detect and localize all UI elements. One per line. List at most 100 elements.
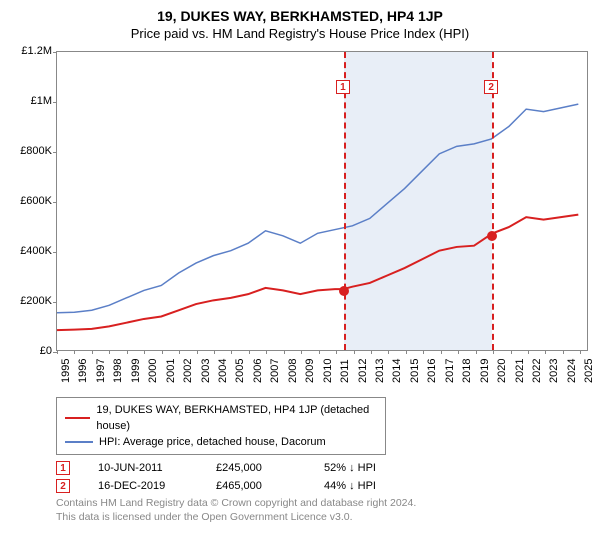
y-tick [53, 252, 57, 253]
y-tick [53, 202, 57, 203]
x-tick-label: 2019 [479, 359, 491, 383]
x-tick [127, 350, 128, 354]
x-tick-label: 2009 [304, 359, 316, 383]
y-tick [53, 152, 57, 153]
chart-area: 12 £0£200K£400K£600K£800K£1M£1.2M 199519… [12, 51, 588, 391]
sale-price: £465,000 [216, 480, 296, 492]
x-tick [197, 350, 198, 354]
legend-label: HPI: Average price, detached house, Daco… [99, 434, 326, 450]
x-tick [354, 350, 355, 354]
x-tick-label: 2016 [426, 359, 438, 383]
x-tick-label: 1998 [112, 359, 124, 383]
x-tick-label: 2002 [182, 359, 194, 383]
y-tick-label: £400K [12, 245, 52, 257]
x-tick-label: 1995 [60, 359, 72, 383]
series-hpi [57, 104, 578, 313]
x-tick-label: 2011 [339, 359, 351, 383]
x-tick [301, 350, 302, 354]
marker-dot-2 [487, 231, 497, 241]
x-tick [423, 350, 424, 354]
x-tick [580, 350, 581, 354]
x-tick [144, 350, 145, 354]
sale-price: £245,000 [216, 462, 296, 474]
y-tick-label: £800K [12, 145, 52, 157]
x-tick-label: 1996 [77, 359, 89, 383]
y-tick [53, 102, 57, 103]
series-price_paid [57, 215, 578, 330]
footer-line-2: This data is licensed under the Open Gov… [56, 511, 588, 525]
x-tick [109, 350, 110, 354]
x-tick [458, 350, 459, 354]
y-tick-label: £1.2M [12, 45, 52, 57]
x-tick [74, 350, 75, 354]
x-tick [511, 350, 512, 354]
x-tick-label: 2013 [374, 359, 386, 383]
y-tick-label: £200K [12, 295, 52, 307]
chart-container: 19, DUKES WAY, BERKHAMSTED, HP4 1JP Pric… [0, 0, 600, 560]
x-tick-label: 2005 [234, 359, 246, 383]
x-tick [336, 350, 337, 354]
plot-region: 12 [56, 51, 588, 351]
x-tick-label: 1999 [130, 359, 142, 383]
x-tick-label: 2007 [269, 359, 281, 383]
x-tick [493, 350, 494, 354]
x-tick [545, 350, 546, 354]
x-tick [92, 350, 93, 354]
x-tick [441, 350, 442, 354]
chart-subtitle: Price paid vs. HM Land Registry's House … [12, 26, 588, 41]
x-tick [266, 350, 267, 354]
marker-dot-1 [339, 286, 349, 296]
x-tick [388, 350, 389, 354]
y-tick [53, 352, 57, 353]
x-tick-label: 2024 [566, 359, 578, 383]
x-tick [284, 350, 285, 354]
x-tick [371, 350, 372, 354]
y-tick [53, 302, 57, 303]
x-tick [476, 350, 477, 354]
x-tick [57, 350, 58, 354]
x-tick [319, 350, 320, 354]
x-tick [214, 350, 215, 354]
sale-marker-box: 2 [56, 479, 70, 493]
footer-line-1: Contains HM Land Registry data © Crown c… [56, 497, 588, 511]
legend-swatch [65, 441, 93, 443]
x-tick [563, 350, 564, 354]
sale-row: 2 16-DEC-2019 £465,000 44% ↓ HPI [56, 479, 588, 493]
marker-line-2 [492, 52, 494, 350]
x-tick-label: 2025 [583, 359, 595, 383]
sale-date: 10-JUN-2011 [98, 462, 188, 474]
x-tick-label: 2020 [496, 359, 508, 383]
x-tick [406, 350, 407, 354]
sale-row: 110-JUN-2011£245,00052% ↓ HPI [56, 461, 588, 475]
line-series [57, 52, 587, 350]
sales-table: 110-JUN-2011£245,00052% ↓ HPI216-DEC-201… [56, 461, 588, 493]
y-tick-label: £600K [12, 195, 52, 207]
x-tick-label: 2012 [357, 359, 369, 383]
x-tick-label: 2014 [391, 359, 403, 383]
sale-vs_hpi: 44% ↓ HPI [324, 480, 404, 492]
x-tick-label: 1997 [95, 359, 107, 383]
y-tick-label: £1M [12, 95, 52, 107]
x-tick-label: 2001 [165, 359, 177, 383]
legend-item: HPI: Average price, detached house, Daco… [65, 434, 377, 450]
x-tick-label: 2022 [531, 359, 543, 383]
footer-attribution: Contains HM Land Registry data © Crown c… [56, 497, 588, 524]
marker-box-1: 1 [336, 80, 350, 94]
y-tick-label: £0 [12, 345, 52, 357]
x-tick-label: 2015 [409, 359, 421, 383]
sale-vs_hpi: 52% ↓ HPI [324, 462, 404, 474]
legend: 19, DUKES WAY, BERKHAMSTED, HP4 1JP (det… [56, 397, 386, 455]
x-tick-label: 2021 [514, 359, 526, 383]
x-tick-label: 2004 [217, 359, 229, 383]
sale-date: 16-DEC-2019 [98, 480, 188, 492]
marker-line-1 [344, 52, 346, 350]
x-tick-label: 2010 [322, 359, 334, 383]
x-tick [528, 350, 529, 354]
x-tick [162, 350, 163, 354]
x-tick-label: 2017 [444, 359, 456, 383]
legend-item: 19, DUKES WAY, BERKHAMSTED, HP4 1JP (det… [65, 402, 377, 434]
x-tick [179, 350, 180, 354]
x-tick-label: 2003 [200, 359, 212, 383]
x-tick-label: 2023 [548, 359, 560, 383]
legend-swatch [65, 417, 90, 419]
